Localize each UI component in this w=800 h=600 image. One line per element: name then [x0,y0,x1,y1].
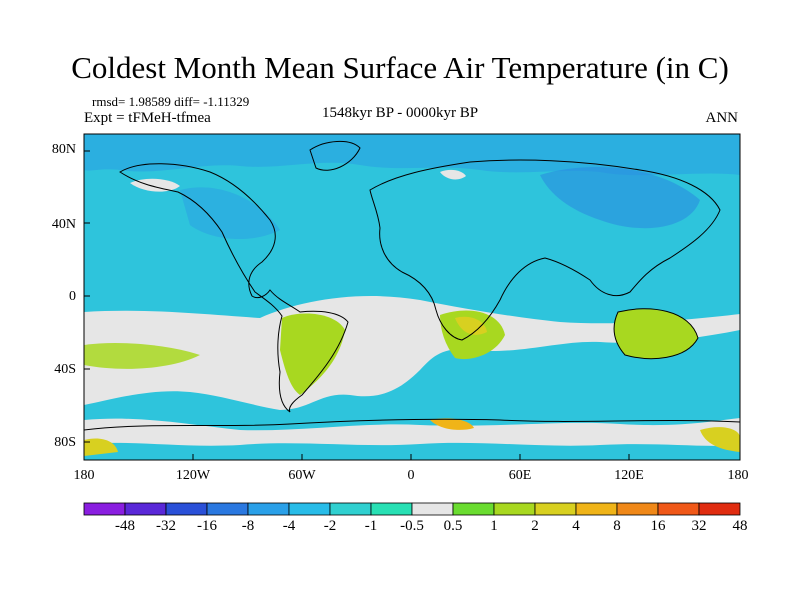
lon-label-120e: 120E [614,468,644,483]
alaska-neutral-patch [130,178,180,192]
antarctic-warm-spot-east [700,427,740,452]
asia-cool-region [540,167,700,229]
colorbar-tick-label: -48 [115,518,135,534]
colorbar-tick-label: 32 [691,518,707,534]
colorbar-tick-label: 4 [572,518,580,534]
colorbar-swatch [124,502,167,516]
lat-label-80s: 80S [54,435,76,450]
colorbar-tick-label: 16 [650,518,666,534]
coastlines [84,141,740,431]
south-pacific-warm-band [84,343,200,369]
americas-outline [119,163,349,413]
colorbar-swatch [411,502,454,516]
colorbar-swatch [288,502,331,516]
map-title: Coldest Month Mean Surface Air Temperatu… [71,50,729,85]
colorbar-swatch [616,502,659,516]
antarctic-neutral-zone [84,418,740,446]
colorbar-swatch [165,502,208,516]
lon-label-60e: 60E [508,468,532,483]
colorbar-swatch [534,502,577,516]
colorbar-tick-label: 2 [531,518,539,534]
colorbar-tick-label: -32 [156,518,176,534]
colorbar-swatch [452,502,495,516]
period-label: 1548kyr BP - 0000kyr BP [321,105,479,121]
lon-label-0: 0 [407,468,415,483]
axis-ticks [84,150,630,460]
colorbar-tick-label: 1 [490,518,498,534]
north-america-cool-region [180,187,280,240]
colorbar-swatch [329,502,372,516]
colorbar-tick-label: 48 [732,518,748,534]
colorbar-swatch [493,502,536,516]
eurasia-africa-outline [369,159,721,341]
colorbar-tick-label: 8 [613,518,621,534]
lon-label-180w: 180 [73,468,95,483]
colorbar-swatch [657,502,700,516]
southern-neutral-zone [84,296,740,410]
colorbar-swatch [370,502,413,516]
south-america-warm-region [280,313,345,395]
australia-warm-region [614,309,698,359]
southern-africa-hot-spot [455,316,487,335]
map-field [84,134,740,460]
lat-label-0: 0 [69,289,76,304]
colorbar-tick-label: -4 [282,518,296,534]
lon-label-120w: 120W [175,468,211,483]
colorbar [83,502,741,516]
colorbar-tick-label: 0.5 [443,518,463,534]
lat-label-40s: 40S [54,362,76,377]
arctic-cool-band [84,134,740,176]
map-frame [83,133,741,461]
colorbar-swatch [575,502,618,516]
colorbar-tick-label: -1 [364,518,378,534]
lat-label-80n: 80N [51,142,76,157]
lon-label-60w: 60W [288,468,316,483]
lat-label-40n: 40N [51,217,76,232]
colorbar-swatch [83,502,126,516]
antarctica-outline [84,418,740,431]
southern-africa-warm-region [440,310,505,360]
colorbar-tick-label: -0.5 [400,518,424,534]
australia-outline [613,308,699,360]
colorbar-tick-label: -8 [241,518,255,534]
season-label: ANN [705,110,739,126]
colorbar-swatch [247,502,290,516]
colorbar-tick-label: -2 [323,518,337,534]
experiment-label: Expt = tFMeH-tfmea [84,110,211,126]
stats-label: rmsd= 1.98589 diff= -1.11329 [92,94,250,109]
colorbar-swatch [698,502,741,516]
colorbar-tick-label: -16 [197,518,217,534]
colorbar-swatch [206,502,249,516]
lon-label-180e: 180 [727,468,749,483]
scandinavia-neutral-patch [440,169,466,180]
greenland-outline [309,141,361,171]
antarctic-warm-spot-center [430,418,474,430]
antarctic-warm-spot-west [84,438,118,456]
